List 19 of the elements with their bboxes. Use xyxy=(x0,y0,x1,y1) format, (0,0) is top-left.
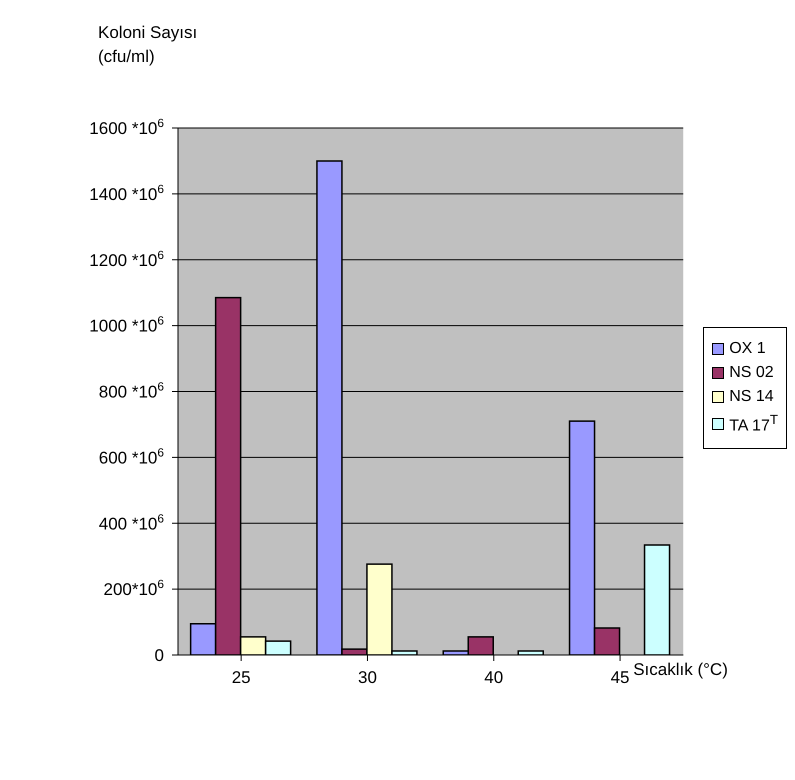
x-axis-title: Sıcaklık (°C) xyxy=(633,660,728,679)
y-tick-label: 1000 *10$^{6}$ xyxy=(89,314,164,336)
x-tick-label: 40 xyxy=(484,668,504,688)
legend-label: NS 14 xyxy=(729,388,774,406)
y-tick-label: 1600 *10$^{6}$ xyxy=(89,116,164,138)
x-tick-label: 45 xyxy=(610,668,630,688)
legend-label: TA 17$^{T}$ xyxy=(729,412,778,436)
y-axis-title: Koloni Sayısı (cfu/ml) xyxy=(98,23,198,66)
legend-label: OX 1 xyxy=(729,340,766,358)
y-tick-label: 800 *10$^{6}$ xyxy=(98,380,164,402)
x-tick-label: 25 xyxy=(232,668,251,688)
y-tick-label: 600 *10$^{6}$ xyxy=(98,445,164,468)
y-tick-label: 200*10$^{6}$ xyxy=(103,577,164,600)
x-tick-label: 30 xyxy=(358,668,377,688)
legend-label: NS 02 xyxy=(729,364,774,382)
y-tick-label: 400 *10$^{6}$ xyxy=(98,511,164,534)
y-tick-label: 0 xyxy=(154,646,164,665)
y-tick-label: 1200 *10$^{6}$ xyxy=(89,248,164,270)
y-tick-label: 1400 *10$^{6}$ xyxy=(89,182,164,204)
